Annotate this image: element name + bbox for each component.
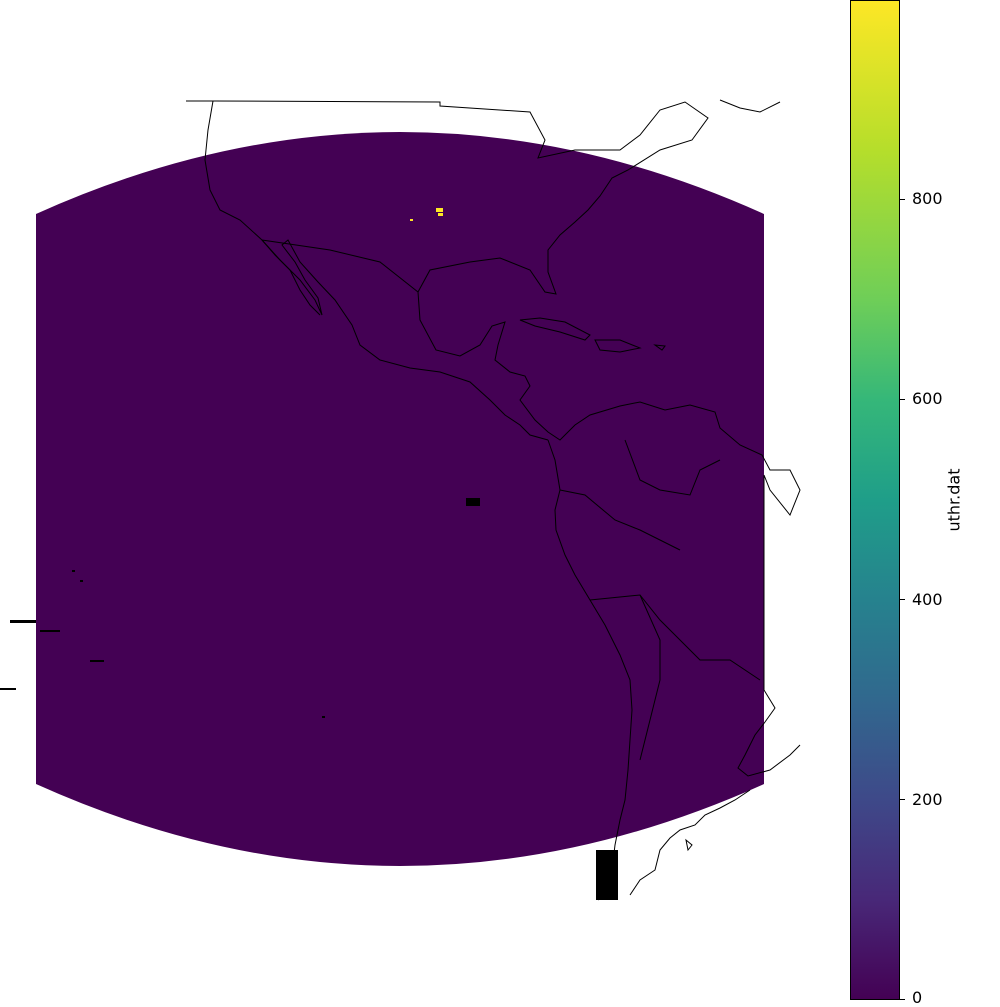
colorbar-tick-600: 600 [912, 389, 943, 408]
colorbar [850, 0, 900, 1000]
hotspot-cluster [410, 208, 443, 221]
pacific-islands [0, 498, 618, 900]
colorbar-tick-0: 0 [912, 988, 923, 1007]
colorbar-tick-800: 800 [912, 189, 943, 208]
map-plot [0, 99, 801, 901]
data-field [36, 132, 764, 866]
colorbar-label: uthr.dat [944, 468, 964, 532]
colorbar-tick-400: 400 [912, 590, 943, 609]
coastlines [186, 99, 801, 901]
colorbar-tick-200: 200 [912, 790, 943, 809]
